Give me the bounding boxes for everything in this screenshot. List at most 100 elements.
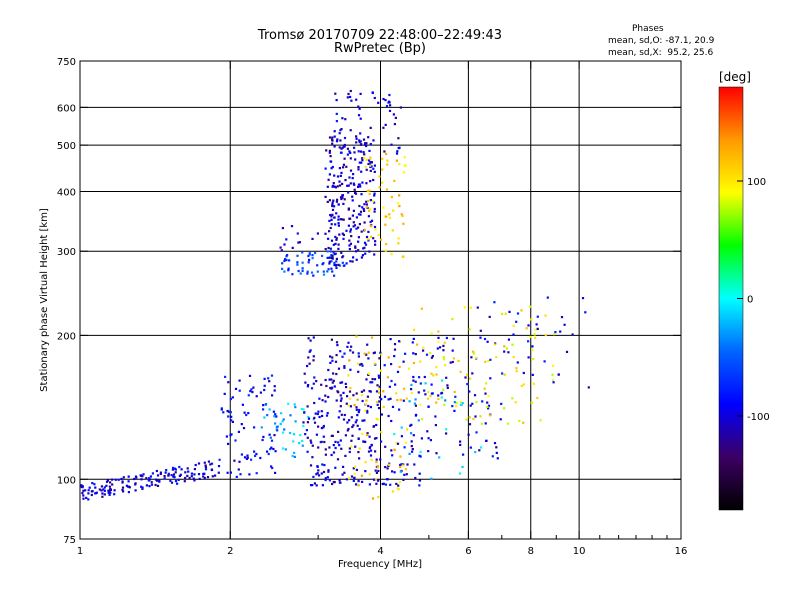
data-point bbox=[340, 171, 343, 174]
data-point bbox=[230, 419, 233, 422]
data-point bbox=[354, 465, 357, 468]
grid-lines bbox=[80, 61, 681, 539]
data-point bbox=[369, 381, 372, 384]
data-point bbox=[308, 362, 311, 365]
data-point bbox=[334, 235, 337, 238]
data-point bbox=[332, 182, 335, 185]
data-point bbox=[512, 324, 515, 327]
data-point bbox=[283, 428, 286, 431]
data-point bbox=[365, 403, 368, 406]
data-point bbox=[341, 218, 344, 221]
data-point bbox=[536, 396, 539, 400]
data-point bbox=[188, 476, 191, 480]
data-point bbox=[430, 383, 433, 386]
data-point bbox=[351, 425, 354, 429]
data-point bbox=[299, 434, 302, 437]
data-point bbox=[515, 367, 518, 370]
data-point bbox=[486, 340, 489, 343]
data-point bbox=[342, 166, 345, 169]
data-point bbox=[274, 471, 277, 474]
data-point bbox=[430, 372, 433, 375]
data-point bbox=[375, 471, 378, 474]
data-point bbox=[312, 355, 315, 358]
data-point bbox=[373, 192, 376, 195]
data-point bbox=[303, 411, 306, 414]
data-point bbox=[150, 483, 154, 486]
data-point bbox=[377, 233, 380, 236]
data-point bbox=[108, 489, 111, 492]
data-point bbox=[353, 472, 356, 475]
data-point bbox=[334, 440, 337, 443]
data-point bbox=[304, 433, 307, 436]
data-point bbox=[369, 224, 372, 227]
data-point bbox=[442, 356, 445, 359]
data-point bbox=[430, 392, 433, 395]
data-point bbox=[394, 383, 397, 386]
data-point bbox=[401, 464, 404, 467]
data-point bbox=[301, 444, 304, 447]
data-point bbox=[411, 341, 414, 344]
data-point bbox=[151, 472, 154, 475]
data-point bbox=[313, 376, 316, 379]
data-point bbox=[388, 213, 391, 216]
phase-stats-header: Phases bbox=[632, 24, 664, 34]
data-point bbox=[357, 370, 360, 373]
data-point bbox=[354, 246, 357, 249]
data-point bbox=[346, 96, 349, 99]
data-point bbox=[315, 473, 318, 476]
data-point bbox=[349, 242, 352, 245]
data-point bbox=[479, 415, 482, 418]
data-point bbox=[234, 439, 237, 442]
data-point bbox=[367, 373, 370, 376]
data-point bbox=[356, 398, 359, 401]
data-point bbox=[414, 476, 417, 480]
data-point bbox=[326, 200, 329, 203]
data-point bbox=[516, 312, 520, 315]
data-point bbox=[357, 352, 360, 355]
data-point bbox=[210, 468, 213, 471]
data-point bbox=[362, 157, 366, 160]
data-point bbox=[371, 91, 374, 94]
data-point bbox=[348, 244, 351, 247]
data-point bbox=[340, 447, 343, 450]
data-point bbox=[443, 364, 447, 367]
data-point bbox=[398, 480, 402, 484]
data-point bbox=[366, 409, 369, 412]
data-point bbox=[425, 353, 429, 356]
data-point bbox=[531, 373, 534, 376]
data-point bbox=[223, 392, 226, 395]
data-point bbox=[383, 215, 386, 218]
data-point bbox=[365, 399, 368, 402]
data-point bbox=[302, 421, 305, 424]
data-point bbox=[399, 106, 402, 109]
data-point bbox=[274, 450, 277, 453]
data-point bbox=[145, 484, 148, 487]
data-point bbox=[455, 405, 458, 408]
data-point bbox=[468, 328, 471, 331]
data-point bbox=[100, 489, 103, 492]
data-point bbox=[471, 372, 474, 375]
data-point bbox=[337, 218, 340, 221]
data-point bbox=[336, 185, 339, 188]
data-point bbox=[319, 441, 322, 444]
data-point bbox=[231, 396, 234, 399]
data-point bbox=[343, 471, 346, 474]
data-point bbox=[357, 185, 360, 188]
data-point bbox=[413, 463, 416, 466]
data-point bbox=[350, 345, 353, 348]
data-point bbox=[402, 360, 405, 363]
data-point bbox=[356, 424, 359, 427]
data-point bbox=[326, 412, 329, 415]
data-point bbox=[327, 268, 330, 271]
data-point bbox=[398, 340, 401, 343]
data-point bbox=[386, 159, 389, 162]
data-point bbox=[281, 262, 284, 265]
data-point bbox=[128, 486, 131, 489]
data-point bbox=[308, 253, 311, 256]
data-point bbox=[390, 363, 393, 366]
data-point bbox=[487, 359, 490, 363]
data-point bbox=[109, 481, 112, 484]
data-point bbox=[270, 439, 274, 442]
data-point bbox=[351, 434, 354, 437]
data-point bbox=[335, 354, 338, 357]
